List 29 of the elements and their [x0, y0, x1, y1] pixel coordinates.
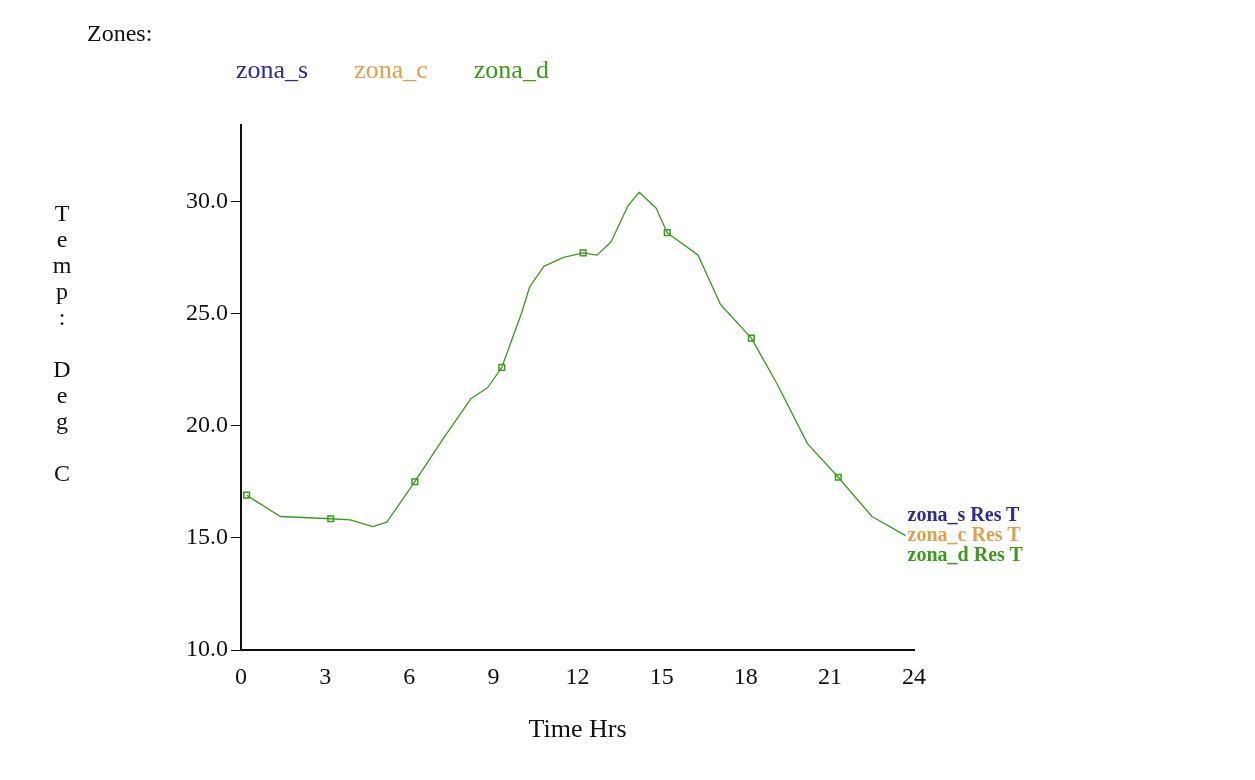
- x-tick-label: 21: [817, 662, 842, 689]
- y-tick-label: 30.0: [186, 186, 228, 213]
- y-tick-label: 25.0: [186, 298, 228, 325]
- x-tick-label: 15: [649, 662, 674, 689]
- x-tick-label: 6: [403, 662, 416, 689]
- point: [243, 491, 251, 499]
- x-tick-label: 12: [565, 662, 590, 689]
- point: [663, 229, 671, 237]
- legend-title: Zones:: [87, 20, 153, 47]
- point: [498, 363, 506, 371]
- x-tick-label: 24: [902, 662, 926, 689]
- x-tick-label: 3: [319, 662, 332, 689]
- y-tick-label: 15.0: [186, 523, 228, 550]
- y-axis-title: Temp: Deg C: [48, 200, 76, 486]
- x-tick-label: 0: [235, 662, 247, 689]
- x-axis-title: Time Hrs: [528, 714, 627, 744]
- point: [411, 478, 419, 486]
- x-tick-label: 9: [487, 662, 500, 689]
- point: [327, 515, 335, 523]
- point: [747, 334, 755, 342]
- point: [834, 473, 842, 481]
- annotation: zona_s Res T: [907, 502, 1021, 525]
- legend-label: zona_c: [354, 55, 428, 85]
- y-tick-label: 10.0: [186, 635, 228, 662]
- legend-label: zona_s: [236, 55, 309, 85]
- point: [579, 249, 587, 257]
- x-tick-label: 18: [733, 662, 758, 689]
- y-tick-label: 20.0: [186, 410, 228, 437]
- text: zona_d: [473, 55, 549, 85]
